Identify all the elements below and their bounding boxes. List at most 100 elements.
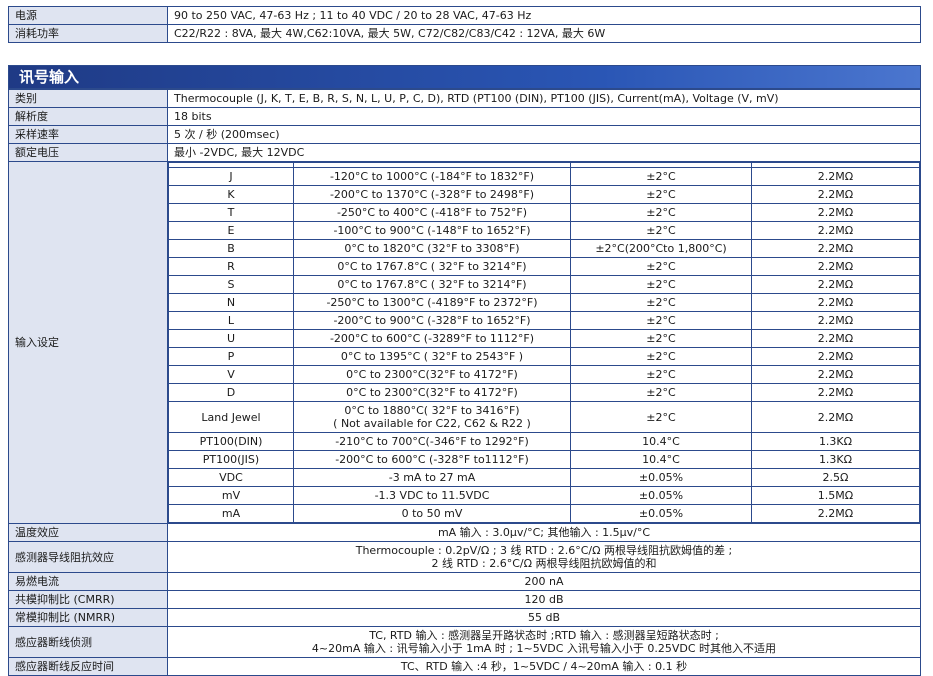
input-impedance-cell: 2.2MΩ [751, 401, 920, 433]
spec-label: 解析度 [8, 107, 168, 126]
spec-value: Thermocouple : 0.2pV/Ω ; 3 线 RTD : 2.6°C… [167, 541, 921, 573]
input-type-row: T -250°C to 400°C (-418°F to 752°F) ±2°C 2.… [168, 203, 920, 222]
input-impedance-cell: 2.2MΩ [751, 504, 920, 523]
spec-row-resolution: 解析度 18 bits [8, 107, 921, 126]
spec-label: 感测器导线阻抗效应 [8, 541, 168, 573]
input-accuracy-cell: 10.4°C [570, 450, 752, 469]
input-type-row: VDC -3 mA to 27 mA ±0.05% 2.5Ω [168, 468, 920, 487]
input-range-cell: -200°C to 1370°C (-328°F to 2498°F) [293, 185, 571, 204]
input-accuracy-cell: ±2°C [570, 275, 752, 294]
spec-label: 感应器断线反应时间 [8, 657, 168, 676]
input-range-cell: 0°C to 1395°C ( 32°F to 2543°F ) [293, 347, 571, 366]
input-accuracy-cell: ±2°C(200°Cto 1,800°C) [570, 239, 752, 258]
input-type-cell: PT100(JIS) [168, 450, 294, 469]
input-accuracy-cell: ±2°C [570, 329, 752, 348]
input-impedance-cell: 2.2MΩ [751, 365, 920, 384]
input-range-cell: 0 to 50 mV [293, 504, 571, 523]
input-type-row: Land Jewel 0°C to 1880°C( 32°F to 3416°F)… [168, 401, 920, 433]
input-type-row: mV -1.3 VDC to 11.5VDC ±0.05% 1.5MΩ [168, 486, 920, 505]
input-accuracy-cell: ±2°C [570, 167, 752, 186]
spec-label: 常模抑制比 (NMRR) [8, 608, 168, 627]
input-impedance-cell: 2.2MΩ [751, 383, 920, 402]
input-type-row: L -200°C to 900°C (-328°F to 1652°F) ±2°C 2… [168, 311, 920, 330]
spec-row-sensor-break-response: 感应器断线反应时间 TC、RTD 输入 :4 秒，1~5VDC / 4~20mA… [8, 657, 921, 676]
input-impedance-cell: 2.2MΩ [751, 185, 920, 204]
input-accuracy-cell: ±2°C [570, 365, 752, 384]
input-range-cell: -200°C to 600°C (-3289°F to 1112°F) [293, 329, 571, 348]
spec-row-power-supply: 电源 90 to 250 VAC, 47-63 Hz ; 11 to 40 VD… [8, 6, 921, 25]
input-type-row: N -250°C to 1300°C (-4189°F to 2372°F) ±2°… [168, 293, 920, 312]
spec-row-input-setting: 输入设定 J -120°C to 1000°C (-184°F to 1832°F… [8, 161, 921, 524]
input-type-cell: R [168, 257, 294, 276]
input-type-row: J -120°C to 1000°C (-184°F to 1832°F) ±2°C… [168, 167, 920, 186]
input-impedance-cell: 2.2MΩ [751, 221, 920, 240]
spec-value-line: 55 dB [527, 611, 561, 624]
spec-label: 额定电压 [8, 143, 168, 162]
input-type-cell: D [168, 383, 294, 402]
input-type-row: P 0°C to 1395°C ( 32°F to 2543°F ) ±2°C 2.2… [168, 347, 920, 366]
spec-row-rated-voltage: 额定电压 最小 -2VDC, 最大 12VDC [8, 143, 921, 162]
input-type-cell: J [168, 167, 294, 186]
input-range-cell: -120°C to 1000°C (-184°F to 1832°F) [293, 167, 571, 186]
spec-value: C22/R22 : 8VA, 最大 4W,C62:10VA, 最大 5W, C7… [167, 24, 921, 43]
input-type-cell: U [168, 329, 294, 348]
input-impedance-cell: 2.2MΩ [751, 311, 920, 330]
input-impedance-cell: 2.2MΩ [751, 167, 920, 186]
input-type-row: mA 0 to 50 mV ±0.05% 2.2MΩ [168, 504, 920, 523]
input-accuracy-cell: ±2°C [570, 185, 752, 204]
input-impedance-cell: 2.2MΩ [751, 293, 920, 312]
input-range-cell: -3 mA to 27 mA [293, 468, 571, 487]
input-accuracy-cell: ±2°C [570, 293, 752, 312]
spec-label: 温度效应 [8, 523, 168, 542]
input-impedance-cell: 2.2MΩ [751, 203, 920, 222]
input-type-cell: N [168, 293, 294, 312]
spec-value: 5 次 / 秒 (200msec) [167, 125, 921, 144]
input-type-row: B 0°C to 1820°C (32°F to 3308°F) ±2°C(200°… [168, 239, 920, 258]
spec-value-line: 200 nA [524, 575, 564, 588]
spec-row-burnout-current: 易燃电流 200 nA [8, 572, 921, 591]
spec-value: Thermocouple (J, K, T, E, B, R, S, N, L,… [167, 89, 921, 108]
spec-value: 120 dB [167, 590, 921, 609]
input-type-cell: mV [168, 486, 294, 505]
input-accuracy-cell: ±0.05% [570, 504, 752, 523]
input-accuracy-cell: ±2°C [570, 257, 752, 276]
input-range-cell: 0°C to 2300°C(32°F to 4172°F) [293, 383, 571, 402]
spec-value-line: TC、RTD 输入 :4 秒，1~5VDC / 4~20mA 输入 : 0.1 … [400, 660, 688, 673]
input-impedance-cell: 1.3KΩ [751, 450, 920, 469]
input-range-cell: -100°C to 900°C (-148°F to 1652°F) [293, 221, 571, 240]
input-type-cell: VDC [168, 468, 294, 487]
spec-value: 18 bits [167, 107, 921, 126]
power-spec-table: 电源 90 to 250 VAC, 47-63 Hz ; 11 to 40 VD… [8, 6, 921, 43]
spec-label: 类别 [8, 89, 168, 108]
input-range-cell: 0°C to 1820°C (32°F to 3308°F) [293, 239, 571, 258]
spec-value: 55 dB [167, 608, 921, 627]
spec-label: 电源 [8, 6, 168, 25]
input-range-cell: 0°C to 1767.8°C ( 32°F to 3214°F) [293, 257, 571, 276]
spec-label: 消耗功率 [8, 24, 168, 43]
input-type-cell: L [168, 311, 294, 330]
spec-label: 感应器断线侦测 [8, 626, 168, 658]
input-type-cell: V [168, 365, 294, 384]
input-impedance-cell: 2.5Ω [751, 468, 920, 487]
input-accuracy-cell: ±2°C [570, 203, 752, 222]
spec-value: 200 nA [167, 572, 921, 591]
section-title: 讯号输入 [19, 68, 80, 86]
input-type-row: E -100°C to 900°C (-148°F to 1652°F) ±2°C 2… [168, 221, 920, 240]
input-accuracy-cell: ±0.05% [570, 486, 752, 505]
spec-label: 输入设定 [8, 161, 168, 524]
input-range-cell: -210°C to 700°C(-346°F to 1292°F) [293, 432, 571, 451]
spec-value-line: 4~20mA 输入 : 讯号输入小于 1mA 时 ; 1~5VDC 入讯号输入小… [311, 642, 777, 655]
spec-value: 90 to 250 VAC, 47-63 Hz ; 11 to 40 VDC /… [167, 6, 921, 25]
input-type-row: U -200°C to 600°C (-3289°F to 1112°F) ±2°C… [168, 329, 920, 348]
spec-value: TC、RTD 输入 :4 秒，1~5VDC / 4~20mA 输入 : 0.1 … [167, 657, 921, 676]
spec-label: 共模抑制比 (CMRR) [8, 590, 168, 609]
input-type-cell: mA [168, 504, 294, 523]
input-type-cell: Land Jewel [168, 401, 294, 433]
input-range-line: 0°C to 1880°C( 32°F to 3416°F) [344, 404, 520, 417]
input-type-row: V 0°C to 2300°C(32°F to 4172°F) ±2°C 2.2MΩ [168, 365, 920, 384]
input-type-row: R 0°C to 1767.8°C ( 32°F to 3214°F) ±2°C 2.… [168, 257, 920, 276]
input-type-row: S 0°C to 1767.8°C ( 32°F to 3214°F) ±2°C 2.… [168, 275, 920, 294]
spec-value-line: Thermocouple : 0.2pV/Ω ; 3 线 RTD : 2.6°C… [355, 544, 733, 557]
spec-row-nmrr: 常模抑制比 (NMRR) 55 dB [8, 608, 921, 627]
input-impedance-cell: 1.3KΩ [751, 432, 920, 451]
